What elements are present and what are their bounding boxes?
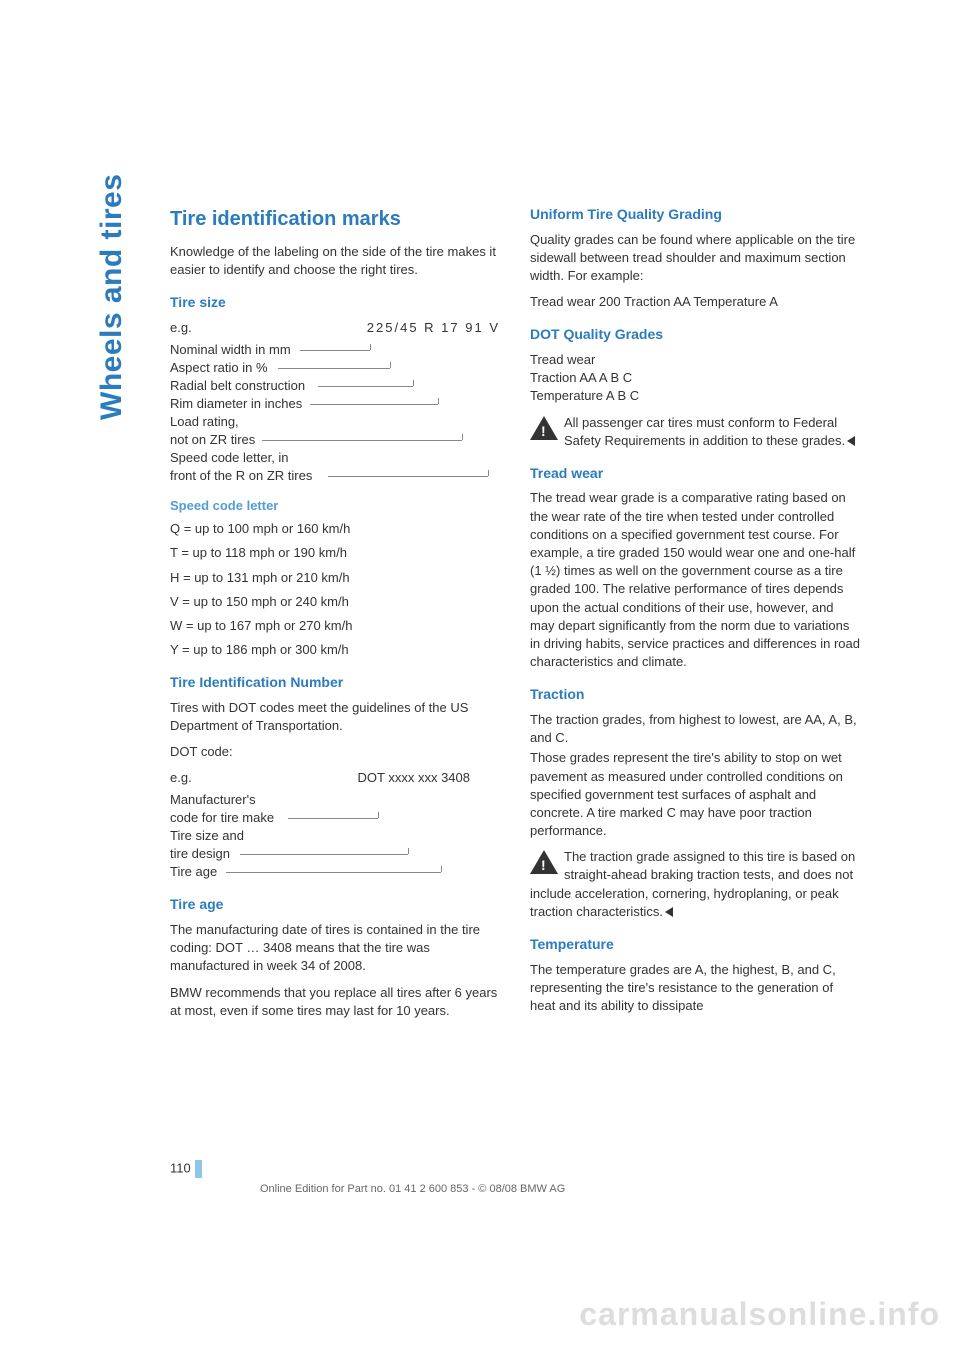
traction-p1: The traction grades, from highest to low… [530,711,860,747]
dot-diagram: e.g. DOT xxxx xxx 3408 Manufacturer's co… [170,769,500,881]
warning-block: All passenger car tires must conform to … [530,414,860,450]
tread-wear-p: The tread wear grade is a comparative ra… [530,489,860,671]
speed-item: T = up to 118 mph or 190 km/h [170,544,500,562]
tire-row: Radial belt construction [170,377,305,396]
tin-p1: Tires with DOT codes meet the guidelines… [170,699,500,735]
dot-line: Tread wear [530,351,860,369]
speed-item: Y = up to 186 mph or 300 km/h [170,641,500,659]
eg-label: e.g. [170,769,192,788]
page-content: Tire identification marks Knowledge of t… [170,205,870,1028]
left-column: Tire identification marks Knowledge of t… [170,205,500,1028]
tin-heading: Tire Identification Number [170,673,500,693]
speed-code-list: Q = up to 100 mph or 160 km/h T = up to … [170,520,500,659]
tire-size-diagram: e.g. 225/45 R 17 91 V Nominal width in m… [170,319,500,485]
temperature-p: The temperature grades are A, the highes… [530,961,860,1016]
dot-row: code for tire make [170,809,274,828]
speed-item: W = up to 167 mph or 270 km/h [170,617,500,635]
tire-row: not on ZR tires [170,431,255,450]
dot-grades-list: Tread wear Traction AA A B C Temperature… [530,351,860,406]
tire-row: Rim diameter in inches [170,395,302,414]
arrow-end-icon [665,907,673,917]
page-number-text: 110 [170,1160,191,1175]
arrow-end-icon [847,436,855,446]
dot-row: Manufacturer's [170,791,256,810]
temperature-heading: Temperature [530,935,860,955]
warning-text: The traction grade assigned to this tire… [530,849,855,919]
utqg-p2: Tread wear 200 Traction AA Temperature A [530,293,860,311]
tire-row: Speed code letter, in [170,449,289,468]
right-column: Uniform Tire Quality Grading Quality gra… [530,205,860,1028]
dot-row: Tire size and [170,827,244,846]
speed-item: V = up to 150 mph or 240 km/h [170,593,500,611]
traction-heading: Traction [530,685,860,705]
tire-size-heading: Tire size [170,293,500,313]
warning-block: The traction grade assigned to this tire… [530,848,860,921]
dot-code: DOT xxxx xxx 3408 [358,769,470,788]
warning-text: All passenger car tires must conform to … [564,415,845,448]
eg-label: e.g. [170,319,192,338]
tread-wear-heading: Tread wear [530,464,860,484]
page-number: 110 [170,1160,202,1178]
speed-code-heading: Speed code letter [170,497,500,515]
tire-row: front of the R on ZR tires [170,467,312,486]
section-label: Wheels and tires [95,174,129,420]
utqg-heading: Uniform Tire Quality Grading [530,205,860,225]
tire-age-heading: Tire age [170,895,500,915]
dot-grades-heading: DOT Quality Grades [530,325,860,345]
tin-p2: DOT code: [170,743,500,761]
dot-row: Tire age [170,863,217,882]
dot-line: Temperature A B C [530,387,860,405]
tire-age-p2: BMW recommends that you replace all tire… [170,984,500,1020]
page-number-bar [195,1160,202,1178]
tire-row: Load rating, [170,413,239,432]
dot-line: Traction AA A B C [530,369,860,387]
speed-item: Q = up to 100 mph or 160 km/h [170,520,500,538]
watermark: carmanualsonline.info [579,1296,940,1333]
dot-row: tire design [170,845,230,864]
speed-item: H = up to 131 mph or 210 km/h [170,569,500,587]
tire-code: 225/45 R 17 91 V [367,319,500,338]
warning-icon [530,416,558,440]
tire-age-p1: The manufacturing date of tires is conta… [170,921,500,976]
tire-row: Nominal width in mm [170,341,291,360]
tire-row: Aspect ratio in % [170,359,268,378]
traction-p2: Those grades represent the tire's abilit… [530,749,860,840]
main-heading: Tire identification marks [170,205,500,233]
intro-text: Knowledge of the labeling on the side of… [170,243,500,279]
warning-icon [530,850,558,874]
utqg-p1: Quality grades can be found where applic… [530,231,860,286]
footer-text: Online Edition for Part no. 01 41 2 600 … [260,1183,565,1195]
